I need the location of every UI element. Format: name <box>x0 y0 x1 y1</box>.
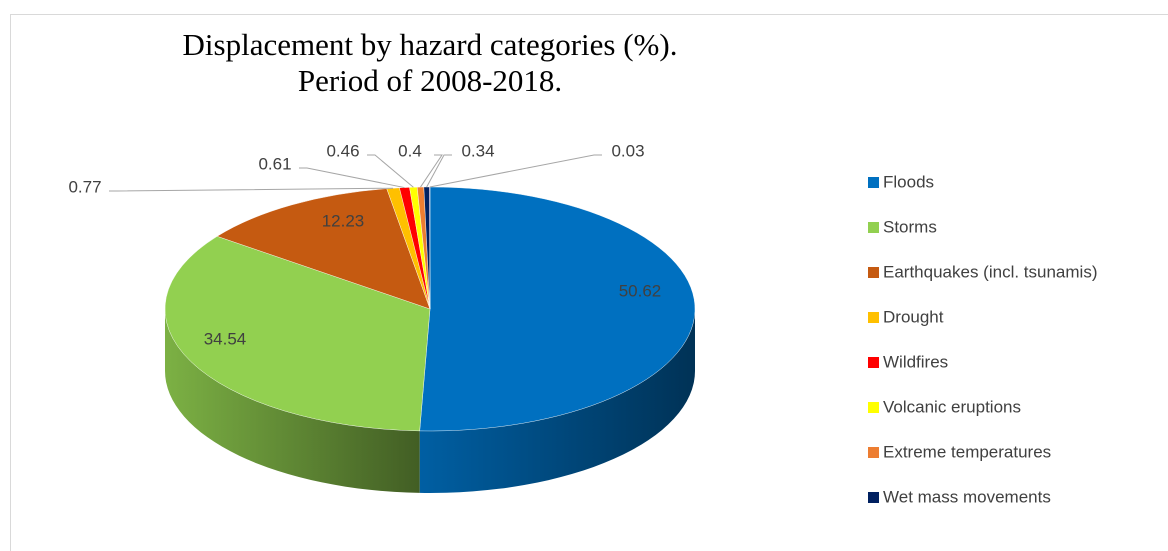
legend-swatch <box>868 357 879 368</box>
legend-label: Earthquakes (incl. tsunamis) <box>883 262 1097 281</box>
slice <box>419 186 696 432</box>
data-label: 34.54 <box>204 329 247 348</box>
chart-title: Displacement by hazard categories (%). <box>183 27 678 62</box>
legend-swatch <box>868 447 879 458</box>
legend-swatch <box>868 402 879 413</box>
data-label: 50.62 <box>619 281 662 300</box>
data-label: 0.46 <box>326 141 359 160</box>
leader-line <box>109 187 394 192</box>
legend-swatch <box>868 267 879 278</box>
chart-subtitle: Period of 2008-2018. <box>298 63 562 98</box>
legend-swatch <box>868 492 879 503</box>
slice-side <box>419 309 695 493</box>
legend-label: Storms <box>883 217 937 236</box>
legend-label: Volcanic eruptions <box>883 397 1021 416</box>
legend-label: Floods <box>883 172 934 191</box>
slice <box>216 188 431 310</box>
leader-line <box>299 167 405 189</box>
leader-line <box>426 154 452 188</box>
legend-label: Wet mass movements <box>883 487 1051 506</box>
leader-line <box>420 154 443 188</box>
slice <box>164 236 431 432</box>
data-label: 0.77 <box>68 177 101 196</box>
legend-swatch <box>868 312 879 323</box>
slice-side <box>165 309 420 493</box>
legend-label: Extreme temperatures <box>883 442 1051 461</box>
data-label: 0.61 <box>258 154 291 173</box>
legend-swatch <box>868 222 879 233</box>
legend-label: Wildfires <box>883 352 948 371</box>
legend-label: Drought <box>883 307 944 326</box>
data-label: 12.23 <box>322 211 365 230</box>
data-label: 0.4 <box>398 141 422 160</box>
data-label: 0.03 <box>611 141 644 160</box>
leader-line <box>367 154 414 188</box>
legend-swatch <box>868 177 879 188</box>
data-label: 0.34 <box>461 141 494 160</box>
leader-line <box>429 154 602 188</box>
